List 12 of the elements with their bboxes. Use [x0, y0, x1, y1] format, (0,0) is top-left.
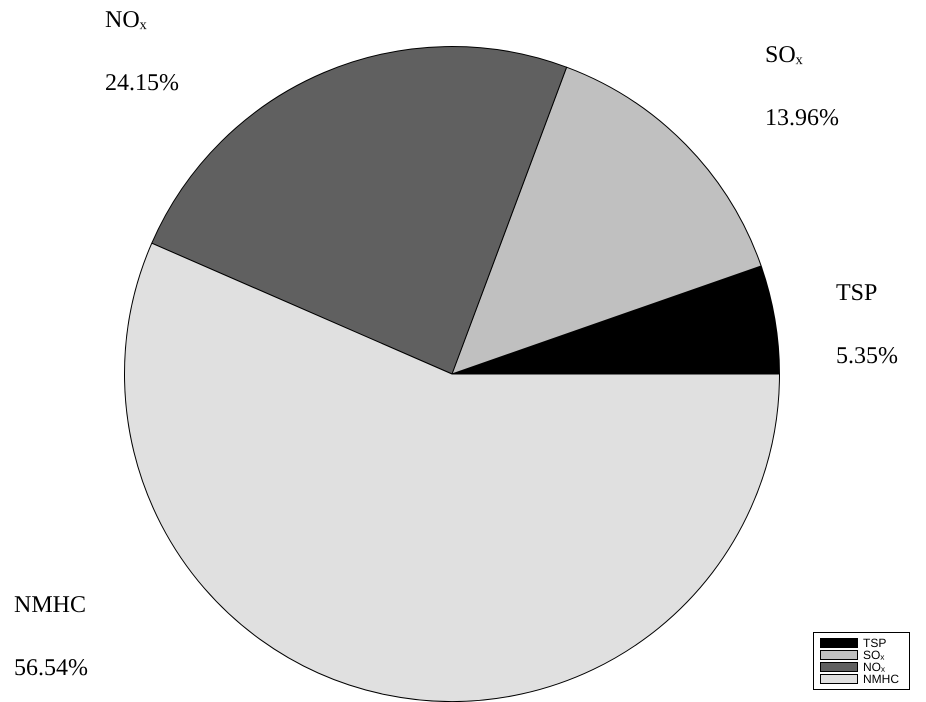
legend-label: TSP	[863, 636, 886, 650]
data-label: 5.35%	[836, 342, 898, 371]
data-label: 56.54%	[14, 654, 88, 683]
legend-label: NMHC	[863, 672, 899, 686]
slice-label: TSP	[836, 279, 878, 308]
category-label: SOₓ	[765, 42, 803, 68]
data-label: 13.96%	[765, 104, 839, 133]
legend-label: NOₓ	[863, 660, 885, 674]
slice-label: NMHC	[14, 591, 88, 620]
data-label: 24.15%	[105, 69, 179, 98]
legend-label: SOₓ	[863, 648, 884, 662]
slice-label: NOₓ	[105, 6, 148, 35]
